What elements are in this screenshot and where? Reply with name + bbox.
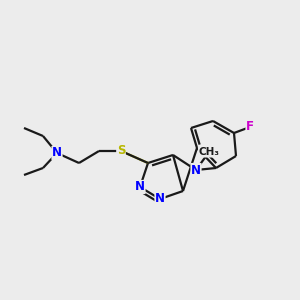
Text: S: S bbox=[117, 145, 125, 158]
Text: F: F bbox=[246, 121, 254, 134]
Text: N: N bbox=[191, 164, 201, 176]
Text: CH₃: CH₃ bbox=[199, 147, 220, 157]
Text: N: N bbox=[135, 181, 145, 194]
Text: N: N bbox=[52, 146, 62, 160]
Text: N: N bbox=[155, 193, 165, 206]
